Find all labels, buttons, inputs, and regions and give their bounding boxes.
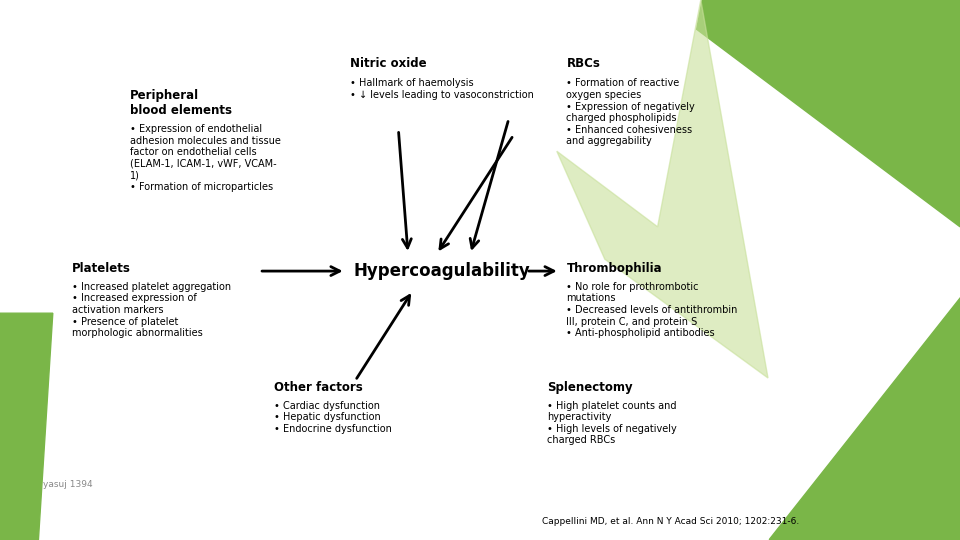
Polygon shape xyxy=(557,0,701,227)
Polygon shape xyxy=(658,0,960,227)
Text: Thrombophilia: Thrombophilia xyxy=(566,262,662,275)
Text: Splenectomy: Splenectomy xyxy=(547,381,633,394)
Text: Other factors: Other factors xyxy=(274,381,362,394)
Text: • Formation of reactive
oxygen species
• Expression of negatively
charged phosph: • Formation of reactive oxygen species •… xyxy=(566,78,695,146)
Text: • No role for prothrombotic
mutations
• Decreased levels of antithrombin
III, pr: • No role for prothrombotic mutations • … xyxy=(566,282,738,338)
Text: yasuj 1394: yasuj 1394 xyxy=(43,480,93,489)
Text: Nitric oxide: Nitric oxide xyxy=(350,57,427,70)
Text: • Hallmark of haemolysis
• ↓ levels leading to vasoconstriction: • Hallmark of haemolysis • ↓ levels lead… xyxy=(350,78,535,100)
Polygon shape xyxy=(768,297,960,540)
Text: • High platelet counts and
hyperactivity
• High levels of negatively
charged RBC: • High platelet counts and hyperactivity… xyxy=(547,401,677,446)
Text: Hypercoagulability: Hypercoagulability xyxy=(353,262,530,280)
Text: RBCs: RBCs xyxy=(566,57,600,70)
Polygon shape xyxy=(0,313,53,540)
Text: Peripheral
blood elements: Peripheral blood elements xyxy=(130,89,231,117)
Polygon shape xyxy=(605,259,768,540)
Text: • Cardiac dysfunction
• Hepatic dysfunction
• Endocrine dysfunction: • Cardiac dysfunction • Hepatic dysfunct… xyxy=(274,401,392,434)
Text: Platelets: Platelets xyxy=(72,262,131,275)
Text: • Increased platelet aggregation
• Increased expression of
activation markers
• : • Increased platelet aggregation • Incre… xyxy=(72,282,231,338)
Text: • Expression of endothelial
adhesion molecules and tissue
factor on endothelial : • Expression of endothelial adhesion mol… xyxy=(130,124,280,192)
Text: Cappellini MD, et al. Ann N Y Acad Sci 2010; 1202:231-6.: Cappellini MD, et al. Ann N Y Acad Sci 2… xyxy=(542,517,800,526)
Polygon shape xyxy=(557,0,768,378)
